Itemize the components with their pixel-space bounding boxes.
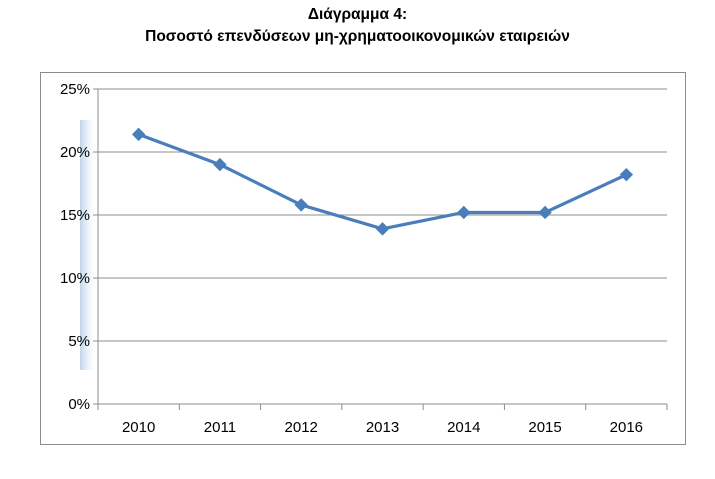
chart-area xyxy=(40,72,686,445)
x-tick-label: 2015 xyxy=(528,419,561,436)
data-point xyxy=(131,127,146,142)
data-point xyxy=(375,222,390,236)
series-markers xyxy=(131,127,634,236)
x-tick-label: 2011 xyxy=(204,419,236,436)
gridlines xyxy=(98,88,667,342)
x-axis-labels: 2010 2011 2012 2013 2014 2015 2016 xyxy=(122,419,643,436)
y-axis-labels: 0% 5% 10% 15% 20% 25% xyxy=(60,81,90,413)
data-point xyxy=(538,205,552,220)
data-point xyxy=(213,157,227,172)
y-tick-label: 20% xyxy=(60,144,90,161)
chart-title-line-2: Ποσοστό επενδύσεων μη-χρηματοοικονομικών… xyxy=(145,28,570,45)
axes xyxy=(93,88,668,410)
chart-title: Διάγραμμα 4: Ποσοστό επενδύσεων μη-χρημα… xyxy=(0,4,715,48)
x-tick-label: 2010 xyxy=(122,419,155,436)
x-tick-label: 2013 xyxy=(366,419,399,436)
y-tick-label: 25% xyxy=(60,81,90,98)
data-point xyxy=(457,205,471,220)
data-point xyxy=(619,167,634,182)
chart-title-line-1: Διάγραμμα 4: xyxy=(307,6,408,23)
plot-left-shade xyxy=(80,120,98,370)
x-tick-label: 2012 xyxy=(285,419,318,436)
x-tick-label: 2014 xyxy=(447,419,480,436)
data-point xyxy=(294,198,308,212)
y-tick-label: 15% xyxy=(60,207,90,224)
x-tick-label: 2016 xyxy=(610,419,643,436)
y-tick-label: 0% xyxy=(68,396,90,413)
y-tick-label: 5% xyxy=(68,333,90,350)
y-tick-label: 10% xyxy=(60,270,90,287)
